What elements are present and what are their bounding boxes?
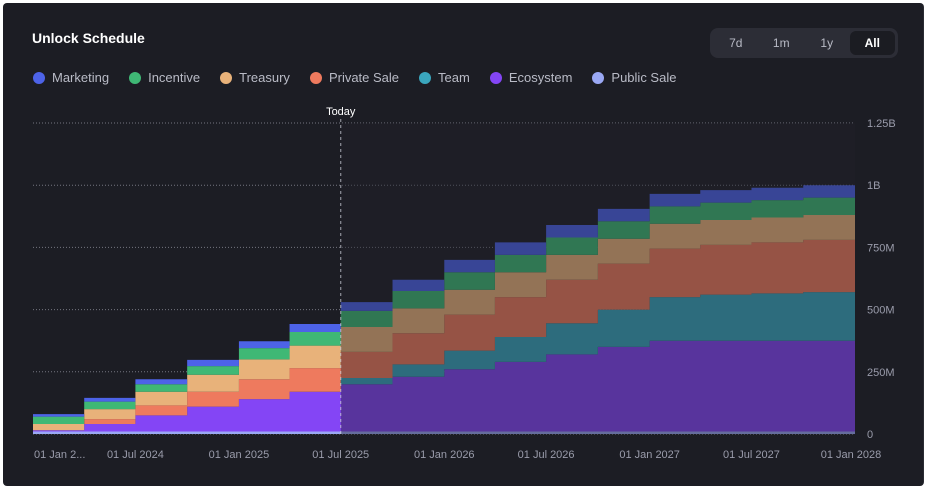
legend-label-team: Team <box>438 70 470 85</box>
x-tick-label: 01 Jul 2027 <box>723 449 780 461</box>
range-1y-button[interactable]: 1y <box>820 36 834 50</box>
legend-dot-treasury <box>220 71 233 84</box>
x-tick-label: 01 Jan 2... <box>34 449 85 461</box>
legend-label-public-sale: Public Sale <box>611 70 677 85</box>
legend-label-private-sale: Private Sale <box>328 70 400 85</box>
x-tick-label: 01 Jul 2026 <box>518 449 575 461</box>
area-treasury <box>33 213 855 431</box>
legend-label-ecosystem: Ecosystem <box>508 70 573 85</box>
legend-label-marketing: Marketing <box>52 70 110 85</box>
x-tick-label: 01 Jan 2027 <box>619 449 680 461</box>
area-ecosystem <box>33 340 855 432</box>
legend-dot-team <box>419 71 432 84</box>
time-range-selector: 7d 1m 1y All <box>710 28 898 58</box>
y-tick-label: 500M <box>867 305 895 317</box>
legend-item-marketing[interactable]: Marketing <box>33 70 109 85</box>
x-tick-label: 01 Jul 2025 <box>312 449 369 461</box>
legend-item-incentive[interactable]: Incentive <box>129 70 200 85</box>
chart-title: Unlock Schedule <box>32 30 145 46</box>
legend-item-team[interactable]: Team <box>419 70 470 85</box>
x-tick-label: 01 Jul 2024 <box>107 449 164 461</box>
range-all-button[interactable]: All <box>849 31 895 55</box>
legend-dot-incentive <box>129 71 142 84</box>
legend-dot-public-sale <box>592 71 605 84</box>
y-tick-label: 0 <box>867 429 873 441</box>
unlock-chart: 0 250M 500M 750M 1B 1.25B Today 01 Jan 2... 01 J… <box>33 106 896 461</box>
unlock-schedule-card: Unlock Schedule 7d 1m 1y All Marketing I… <box>3 3 924 486</box>
area-public-sale <box>33 431 855 434</box>
y-tick-label: 250M <box>867 367 895 379</box>
legend-dot-marketing <box>33 71 45 84</box>
legend-dot-ecosystem <box>489 71 502 84</box>
area-incentive <box>33 196 855 425</box>
y-tick-label: 1B <box>867 180 880 192</box>
legend-label-treasury: Treasury <box>239 70 290 85</box>
legend-item-ecosystem[interactable]: Ecosystem <box>489 70 573 85</box>
range-7d-button[interactable]: 7d <box>729 36 743 50</box>
future-dim-overlay <box>340 123 855 434</box>
range-1m-button[interactable]: 1m <box>772 36 790 50</box>
legend-item-public-sale[interactable]: Public Sale <box>592 70 676 85</box>
y-tick-label: 750M <box>867 242 895 254</box>
legend-label-incentive: Incentive <box>148 70 201 85</box>
x-tick-label: 01 Jan 2025 <box>209 449 270 461</box>
x-tick-label: 01 Jan 2028 <box>821 449 882 461</box>
today-label: Today <box>326 106 356 118</box>
area-private-sale <box>33 238 855 431</box>
legend-dot-private-sale <box>309 71 322 84</box>
area-team <box>33 290 855 431</box>
legend-item-private-sale[interactable]: Private Sale <box>309 70 400 85</box>
chart-legend: Marketing Incentive Treasury Private Sal… <box>33 70 696 85</box>
legend-item-treasury[interactable]: Treasury <box>220 70 290 85</box>
x-tick-label: 01 Jan 2026 <box>414 449 475 461</box>
y-tick-label: 1.25B <box>867 118 896 130</box>
